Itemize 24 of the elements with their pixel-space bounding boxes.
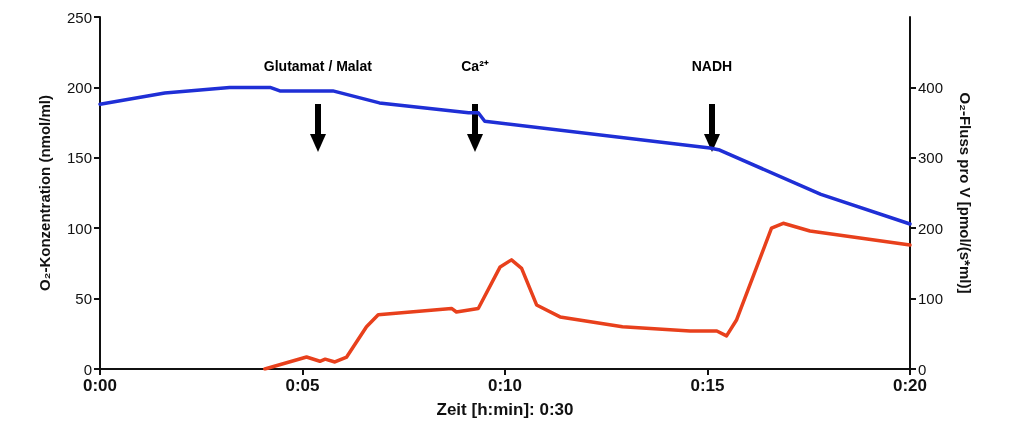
x-tick-label: 0:10 [487, 376, 523, 395]
y2-tick-label: 0 [918, 360, 927, 378]
line-series [263, 221, 912, 371]
y-tick-label: 250 [66, 8, 92, 26]
line-series [98, 85, 912, 226]
y-tick-label: 150 [66, 149, 92, 167]
y2-tick-label: 300 [918, 149, 944, 167]
y2-tick-label: 400 [918, 78, 944, 96]
x-tick-label: 0:00 [82, 376, 118, 395]
y2-axis-title: O₂-Fluss pro V [pmol/(s*ml)] [957, 92, 974, 294]
x-tick-label: 0:15 [690, 376, 725, 395]
y2-tick-label: 200 [918, 219, 944, 237]
x-tick-label: 0:05 [285, 376, 320, 395]
annotation: Glutamat / Malat [263, 58, 373, 74]
y-tick-label: 100 [66, 219, 92, 237]
y-tick-label: 50 [75, 290, 92, 308]
y-axis-title: O₂-Konzentration (nmol/ml) [36, 95, 53, 291]
y2-tick-label: 100 [918, 290, 944, 308]
x-tick-label: 0:20 [892, 376, 928, 395]
y-tick-label: 200 [66, 78, 92, 96]
annotation: Ca²⁺ [461, 58, 489, 74]
annotation: NADH [691, 58, 733, 74]
x-axis-title: Zeit [h:min]: 0:30 [436, 400, 574, 419]
y-tick-label: 0 [83, 360, 92, 378]
